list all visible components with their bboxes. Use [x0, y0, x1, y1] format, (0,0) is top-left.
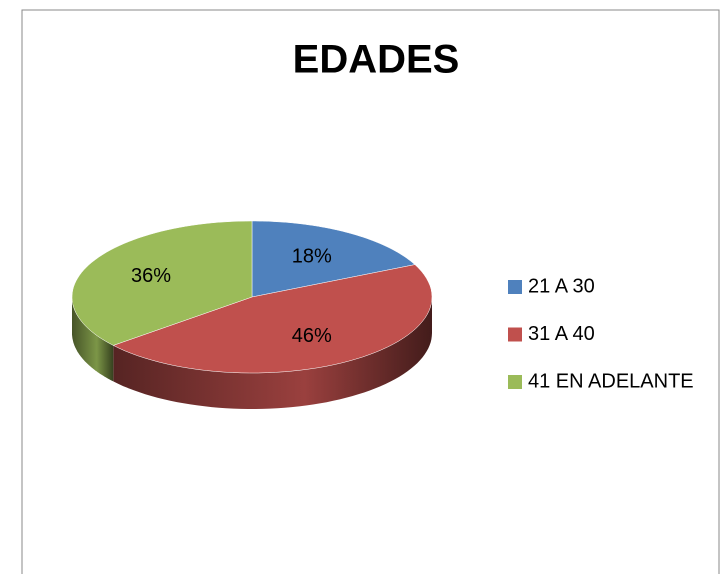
slice	[71, 220, 253, 346]
data-label: 36%	[131, 265, 171, 287]
legend-swatch	[508, 327, 522, 342]
chart-title: EDADES	[293, 38, 460, 82]
slice	[112, 264, 433, 374]
data-label: 18%	[292, 245, 332, 267]
legend-swatch	[508, 375, 522, 389]
slice-side	[72, 297, 114, 382]
legend-label: 41 EN ADELANTE	[528, 370, 694, 392]
legend-label: 31 A 40	[528, 323, 595, 345]
slice	[251, 220, 416, 298]
data-label: 46%	[292, 325, 332, 347]
slice-side	[113, 297, 433, 409]
legend-label: 21 A 30	[528, 275, 595, 297]
legend-swatch	[508, 280, 522, 294]
